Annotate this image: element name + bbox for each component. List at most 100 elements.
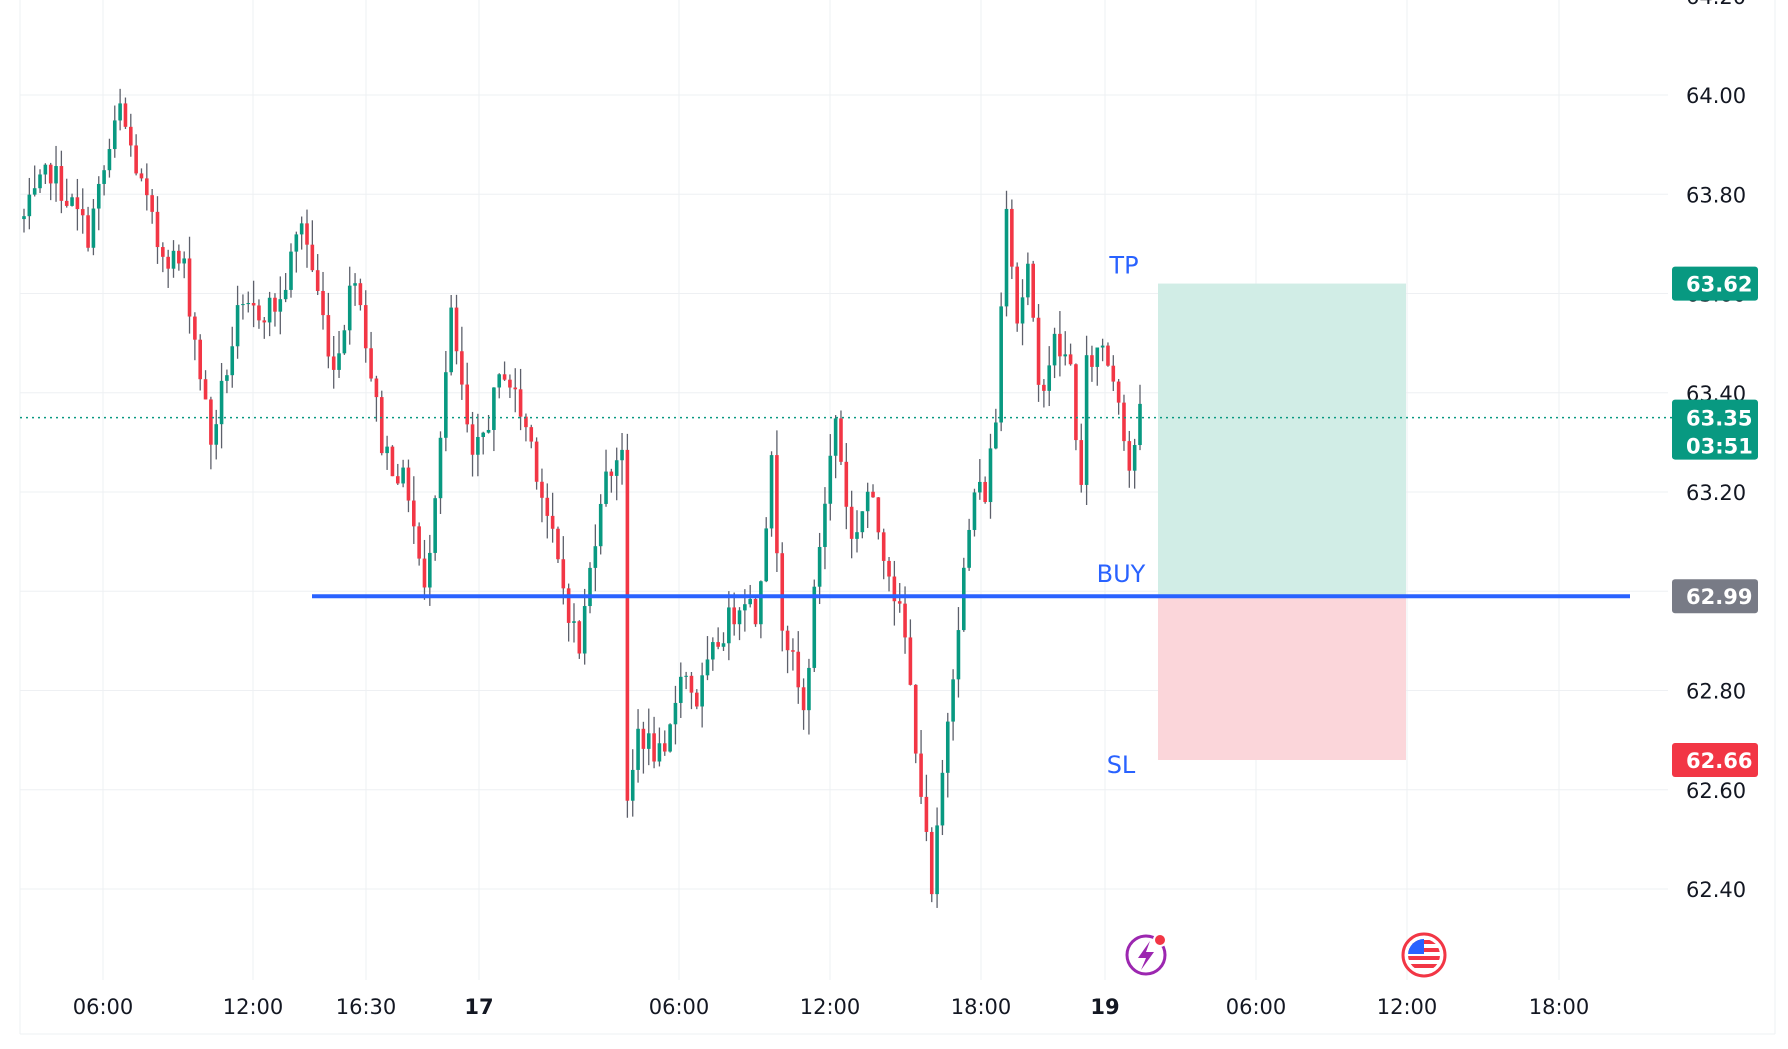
candle: [283, 273, 288, 303]
candle: [689, 671, 694, 710]
candle: [331, 335, 336, 389]
candle: [1015, 262, 1019, 332]
candle: [956, 607, 961, 698]
candle: [791, 638, 795, 671]
take-profit-zone[interactable]: [1158, 283, 1406, 597]
candle: [48, 162, 53, 201]
candle: [102, 165, 106, 196]
chart-grid: [19, 0, 1776, 1035]
candle: [422, 539, 427, 600]
candle: [1063, 331, 1068, 366]
candle: [769, 451, 774, 537]
candle: [556, 526, 560, 563]
candle: [951, 669, 955, 741]
candle: [123, 97, 128, 129]
candle: [289, 243, 293, 298]
candle: [305, 209, 309, 268]
candle: [118, 88, 122, 131]
candle: [428, 534, 432, 606]
candle: [577, 620, 582, 659]
candle: [716, 627, 720, 650]
candle: [321, 271, 325, 330]
tp-price-badge: 63.62: [1672, 266, 1758, 301]
candlestick-series: [22, 88, 1142, 908]
candle: [444, 350, 448, 452]
candle: [881, 528, 886, 580]
candle: [1004, 190, 1009, 317]
candle: [241, 294, 245, 320]
candle: [1090, 345, 1094, 382]
candle: [465, 362, 469, 433]
candle: [593, 524, 598, 592]
candle: [518, 368, 523, 431]
candle: [678, 662, 683, 718]
candle: [155, 196, 160, 264]
candle: [652, 716, 656, 769]
time-tick-label: 18:00: [951, 995, 1012, 1019]
candle: [497, 373, 502, 399]
candle: [1079, 423, 1084, 493]
time-tick-label: 06:00: [73, 995, 134, 1019]
price-tick-label: 63.80: [1686, 183, 1746, 207]
candle: [230, 326, 235, 388]
candle: [625, 433, 630, 818]
price-tick-label: 64.00: [1686, 84, 1746, 108]
position-zones: [1158, 283, 1406, 760]
candle: [128, 113, 133, 157]
candle: [935, 807, 939, 908]
candle: [1036, 304, 1041, 402]
candle: [759, 580, 763, 639]
candle: [865, 482, 870, 529]
candle: [561, 536, 566, 605]
candle: [193, 312, 197, 361]
time-axis[interactable]: 06:00 12:00 16:30 17 06:00 12:00 18:00 19 06:00 1…: [73, 995, 1590, 1019]
candle: [86, 206, 90, 252]
candle: [582, 588, 587, 665]
lightning-event-icon[interactable]: [1125, 933, 1167, 976]
candle: [545, 483, 550, 539]
candle: [673, 685, 678, 745]
candle: [257, 299, 261, 329]
candle: [641, 721, 646, 774]
candle: [1100, 338, 1105, 362]
candle: [620, 432, 624, 485]
price-tick-label: 62.80: [1686, 680, 1746, 704]
candle: [54, 145, 58, 202]
candle: [22, 208, 26, 233]
candle: [70, 193, 74, 207]
candle: [700, 662, 704, 728]
current-price-text: 63.35: [1686, 407, 1752, 431]
candle: [214, 409, 219, 460]
candle: [695, 689, 699, 710]
candle: [892, 560, 897, 626]
sl-label: SL: [1107, 751, 1136, 779]
candle: [913, 684, 918, 764]
candle: [764, 517, 769, 583]
candle: [235, 285, 240, 359]
us-flag-event-icon[interactable]: [1401, 932, 1447, 978]
candle: [967, 518, 971, 571]
candle: [171, 240, 176, 278]
candle: [502, 361, 507, 381]
candle: [1116, 378, 1121, 415]
candle: [1042, 379, 1046, 408]
candle: [182, 251, 186, 279]
candle: [294, 231, 299, 273]
candle: [75, 178, 80, 231]
candle: [1058, 311, 1062, 377]
candle: [369, 331, 373, 382]
candle: [775, 430, 779, 572]
stop-loss-zone[interactable]: [1158, 596, 1406, 760]
candle: [59, 150, 64, 214]
candle: [823, 487, 827, 570]
candle: [198, 334, 203, 391]
candle: [929, 827, 934, 903]
candle: [96, 176, 101, 231]
time-tick-label: 19: [1090, 995, 1119, 1019]
candle: [406, 459, 411, 513]
candle: [711, 637, 715, 671]
candle: [460, 326, 464, 400]
candle: [363, 290, 368, 363]
candle: [134, 134, 138, 176]
